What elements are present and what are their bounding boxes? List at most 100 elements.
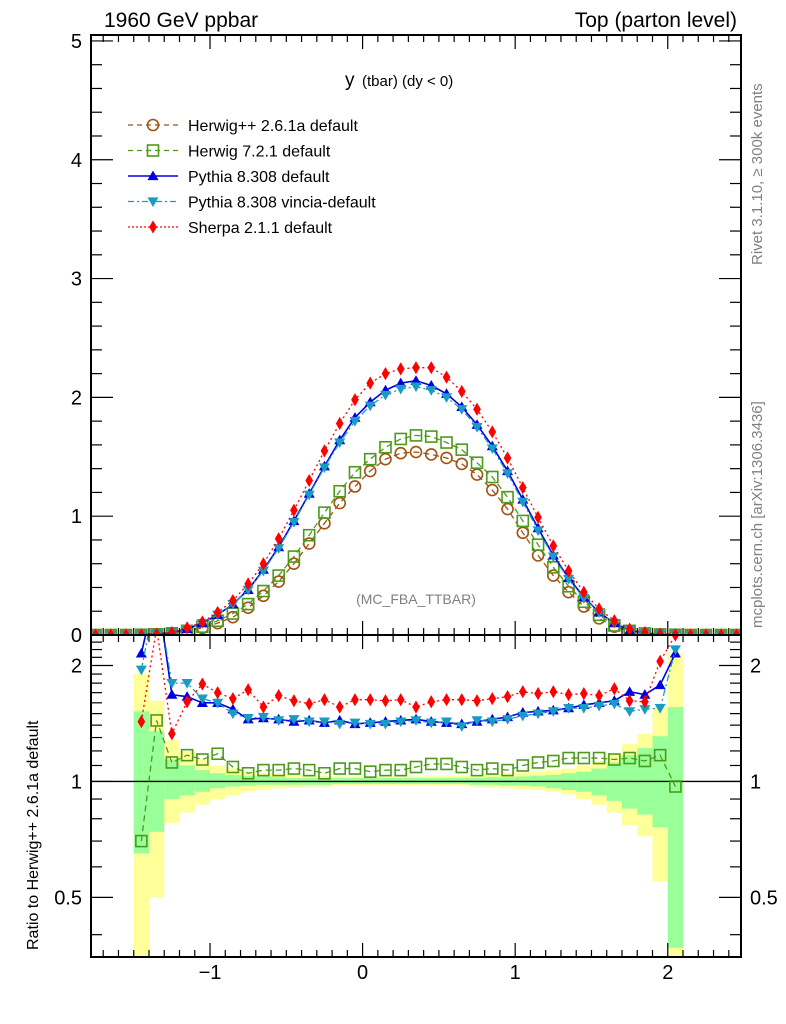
plot-title-rest: (tbar) (dy < 0) bbox=[362, 73, 453, 90]
mcplots-reference-label: mcplots.cern.ch [arXiv:1306.3436] bbox=[749, 401, 766, 628]
header-process-label: Top (parton level) bbox=[575, 9, 737, 32]
ratio-data-point bbox=[501, 763, 514, 777]
ratio-data-point bbox=[180, 748, 194, 762]
data-point bbox=[91, 628, 100, 635]
legend-label: Sherpa 2.1.1 default bbox=[188, 220, 333, 237]
ratio-data-point bbox=[318, 766, 331, 780]
data-point bbox=[671, 628, 680, 635]
data-point bbox=[473, 402, 481, 416]
ratio-data-point bbox=[669, 780, 682, 793]
ratio-data-point bbox=[335, 700, 344, 714]
ratio-data-point bbox=[440, 757, 453, 771]
data-point bbox=[424, 430, 438, 443]
data-point bbox=[502, 469, 514, 479]
ratio-data-point bbox=[241, 766, 255, 780]
data-point bbox=[288, 518, 300, 528]
data-point bbox=[471, 422, 483, 433]
ratio-data-point bbox=[638, 754, 652, 768]
data-point bbox=[366, 376, 375, 390]
series-herwig-7-2-1-default bbox=[91, 429, 741, 635]
ratio-data-point bbox=[518, 685, 527, 699]
ratio-data-point bbox=[564, 688, 573, 702]
ratio-series-line bbox=[140, 635, 676, 736]
data-point bbox=[717, 628, 726, 635]
ratio-data-point bbox=[333, 762, 347, 775]
y-tick-label: 2 bbox=[71, 387, 82, 409]
y-tick-label-left: 2 bbox=[71, 655, 82, 677]
ratio-data-point bbox=[593, 701, 605, 712]
legend-item: Pythia 8.308 vincia-default bbox=[128, 195, 376, 212]
data-point bbox=[427, 361, 436, 375]
data-point bbox=[409, 445, 423, 459]
series-herwig-2-6-1a-default bbox=[91, 445, 741, 635]
data-point bbox=[485, 483, 499, 497]
ratio-data-point bbox=[608, 699, 620, 710]
band-bin bbox=[255, 776, 272, 785]
ratio-data-point bbox=[577, 751, 591, 765]
ratio-data-point bbox=[135, 834, 148, 848]
ratio-data-point bbox=[320, 693, 329, 707]
ratio-data-point bbox=[318, 717, 330, 728]
ratio-data-point bbox=[396, 693, 405, 707]
y-tick-label-right: 2 bbox=[750, 655, 761, 677]
data-point bbox=[394, 446, 408, 460]
legend-label: Herwig++ 2.6.1a default bbox=[188, 118, 358, 135]
ratio-data-point bbox=[394, 763, 408, 777]
ratio-data-point bbox=[425, 718, 437, 729]
data-point bbox=[503, 451, 512, 465]
data-point bbox=[241, 597, 255, 611]
ratio-data-point bbox=[563, 703, 575, 714]
plot-title-y: y bbox=[345, 70, 355, 91]
header-energy-label: 1960 GeV ppbar bbox=[104, 9, 258, 32]
ratio-data-point bbox=[639, 705, 651, 715]
ratio-data-point bbox=[473, 694, 481, 708]
ratio-frame bbox=[90, 634, 742, 958]
band-bin bbox=[133, 711, 149, 854]
data-point bbox=[457, 384, 466, 399]
legend-marker-icon bbox=[147, 170, 159, 181]
ratio-data-point bbox=[516, 759, 530, 772]
data-point bbox=[532, 526, 544, 536]
y-tick-label: 1 bbox=[71, 506, 82, 528]
data-point bbox=[440, 436, 453, 449]
ratio-data-point bbox=[517, 711, 529, 722]
data-point bbox=[379, 440, 392, 454]
ratio-data-point bbox=[409, 760, 423, 774]
ratio-y-axis-label: Ratio to Herwig++ 2.6.1a default bbox=[25, 720, 42, 950]
series-sherpa-2-1-1-default bbox=[91, 361, 741, 635]
data-point bbox=[395, 377, 407, 388]
ratio-data-point bbox=[410, 716, 422, 726]
data-point bbox=[455, 457, 469, 471]
legend-label: Pythia 8.308 vincia-default bbox=[188, 195, 376, 212]
ratio-data-point bbox=[534, 687, 542, 701]
ratio-data-point bbox=[242, 714, 254, 724]
ratio-data-point bbox=[488, 692, 497, 706]
data-point bbox=[106, 628, 115, 635]
data-point bbox=[379, 452, 392, 466]
data-point bbox=[547, 552, 559, 563]
ratio-data-point bbox=[471, 716, 483, 726]
data-point bbox=[440, 451, 453, 465]
ratio-data-point bbox=[623, 751, 636, 765]
analysis-tag: (MC_FBA_TTBAR) bbox=[356, 591, 476, 607]
data-point bbox=[563, 575, 575, 585]
data-point bbox=[273, 544, 285, 554]
ratio-data-point bbox=[653, 748, 667, 762]
data-point bbox=[625, 622, 634, 635]
ratio-data-point bbox=[455, 760, 469, 774]
series-line bbox=[95, 451, 737, 635]
data-point bbox=[516, 514, 530, 528]
ratio-data-point bbox=[549, 685, 558, 699]
data-point bbox=[349, 417, 361, 427]
data-point bbox=[290, 503, 298, 517]
data-point bbox=[274, 532, 283, 546]
ratio-data-point bbox=[257, 712, 269, 723]
ratio-data-point bbox=[562, 751, 575, 765]
data-point bbox=[122, 628, 130, 635]
data-point bbox=[259, 557, 268, 571]
ratio-data-point bbox=[547, 754, 560, 768]
ratio-data-point bbox=[137, 714, 146, 729]
data-point bbox=[410, 382, 422, 393]
y-tick-label-left: 1 bbox=[71, 771, 82, 793]
